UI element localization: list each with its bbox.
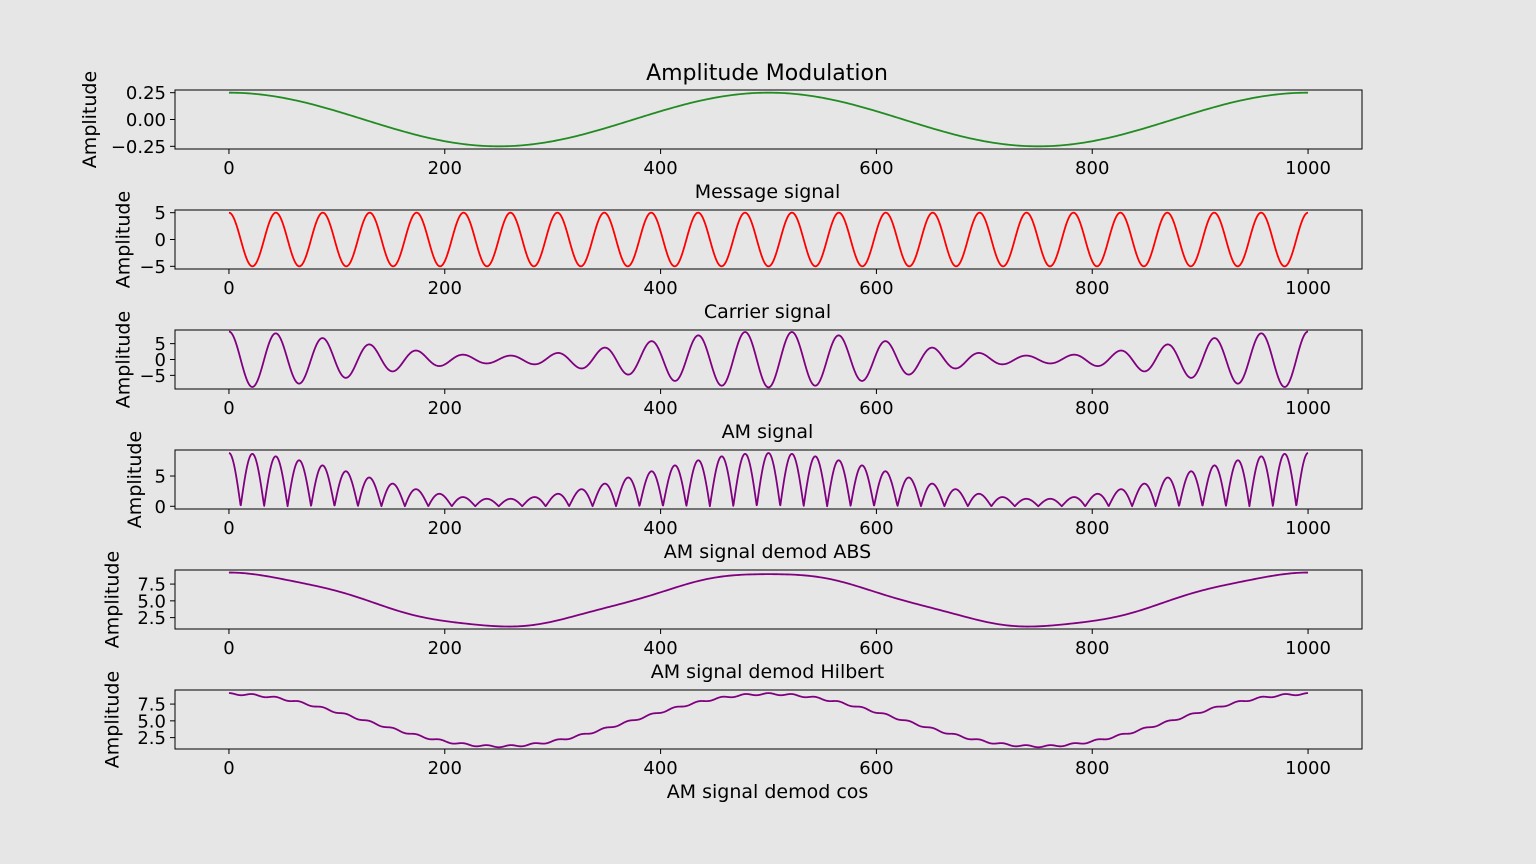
x-tick-label: 400	[643, 398, 677, 419]
x-tick-label: 800	[1075, 638, 1109, 659]
x-tick-label: 0	[223, 398, 234, 419]
subplot-5: 0 200 400 600 800 1000 7.55.02.5 AM signal demo…	[101, 551, 1363, 683]
y-tick-label: 7.5	[137, 695, 166, 716]
y-tick-label: 0	[155, 350, 166, 371]
subplot-6: 0 200 400 600 800 1000 7.55.02.5 AM signal demo…	[101, 671, 1363, 803]
y-tick-label: 0	[155, 497, 166, 518]
x-tick-label: 200	[428, 278, 462, 299]
y-tick-label: 7.5	[137, 575, 166, 596]
x-axis-label: AM signal demod cos	[667, 781, 869, 803]
x-tick-label: 200	[428, 398, 462, 419]
x-tick-label: 200	[428, 518, 462, 539]
y-tick-label: 0.00	[126, 110, 166, 131]
y-tick-label: 0.25	[126, 83, 166, 104]
x-tick-label: 600	[859, 158, 893, 179]
series-line	[228, 330, 1309, 389]
x-tick-label: 800	[1075, 158, 1109, 179]
y-tick-label: −5	[139, 366, 166, 387]
y-axis-label: Amplitude	[113, 311, 135, 408]
plot-area	[175, 450, 1362, 509]
series-line	[228, 211, 1309, 268]
x-axis-label: AM signal demod Hilbert	[651, 661, 885, 683]
series-line	[228, 452, 1309, 508]
x-tick-label: 400	[643, 158, 677, 179]
x-tick-label: 0	[223, 518, 234, 539]
plot-area	[175, 570, 1362, 629]
x-tick-label: 800	[1075, 398, 1109, 419]
x-tick-label: 600	[859, 398, 893, 419]
subplot-1: 0 200 400 600 800 1000 0.25 0.00 −0.25 Message si…	[79, 71, 1363, 203]
figure-title: Amplitude Modulation	[646, 61, 888, 86]
x-tick-label: 1000	[1285, 398, 1331, 419]
x-tick-label: 0	[223, 758, 234, 779]
x-axis-label: Message signal	[695, 181, 841, 203]
x-tick-label: 600	[859, 638, 893, 659]
y-axis-label: Amplitude	[79, 71, 101, 168]
y-tick-label: 5	[155, 203, 166, 224]
y-axis-label: Amplitude	[113, 191, 135, 288]
axes-frame	[174, 689, 1363, 750]
x-tick-label: 400	[643, 758, 677, 779]
x-tick-label: 800	[1075, 518, 1109, 539]
x-tick-label: 800	[1075, 278, 1109, 299]
y-tick-label: 2.5	[137, 728, 166, 749]
x-tick-label: 200	[428, 758, 462, 779]
x-tick-label: 200	[428, 638, 462, 659]
x-tick-label: 800	[1075, 758, 1109, 779]
series-line	[228, 571, 1309, 628]
x-tick-label: 0	[223, 158, 234, 179]
x-tick-label: 400	[643, 518, 677, 539]
series-line	[228, 692, 1309, 749]
y-tick-label: 2.5	[137, 608, 166, 629]
y-tick-label: 0	[155, 230, 166, 251]
x-tick-label: 600	[859, 518, 893, 539]
x-tick-label: 0	[223, 278, 234, 299]
x-tick-label: 1000	[1285, 158, 1331, 179]
x-tick-label: 0	[223, 638, 234, 659]
x-axis-label: AM signal	[722, 421, 814, 443]
subplot-2: 0 200 400 600 800 1000 5 0 −5 Carrier signal Ampli…	[113, 191, 1363, 323]
y-tick-label: −0.25	[111, 137, 166, 158]
y-axis-label: Amplitude	[101, 551, 123, 648]
plot-area	[175, 210, 1362, 269]
x-tick-label: 1000	[1285, 518, 1331, 539]
y-tick-label: −5	[139, 257, 166, 278]
plot-area	[175, 330, 1362, 389]
x-tick-label: 400	[643, 638, 677, 659]
y-axis-label: Amplitude	[101, 671, 123, 768]
y-tick-label: 5.0	[137, 711, 166, 732]
x-tick-label: 200	[428, 158, 462, 179]
axes-frame	[174, 449, 1363, 510]
x-tick-label: 1000	[1285, 638, 1331, 659]
y-tick-label: 5.0	[137, 591, 166, 612]
x-tick-label: 600	[859, 758, 893, 779]
x-tick-label: 600	[859, 278, 893, 299]
x-tick-label: 1000	[1285, 758, 1331, 779]
x-axis-label: Carrier signal	[704, 301, 831, 323]
plot-area	[175, 90, 1362, 149]
x-tick-label: 400	[643, 278, 677, 299]
subplots: 0 200 400 600 800 1000 0.25 0.00 −0.25 Message si…	[79, 71, 1363, 803]
plot-area	[175, 690, 1362, 749]
x-axis-label: AM signal demod ABS	[664, 541, 871, 563]
x-tick-label: 1000	[1285, 278, 1331, 299]
subplot-4: 0 200 400 600 800 1000 5 0 AM signal demod ABS Am…	[124, 431, 1363, 563]
series-line	[228, 91, 1309, 148]
y-axis-label: Amplitude	[124, 431, 146, 528]
y-tick-label: 5	[155, 467, 166, 488]
y-tick-label: 5	[155, 334, 166, 355]
axes-frame	[174, 569, 1363, 630]
